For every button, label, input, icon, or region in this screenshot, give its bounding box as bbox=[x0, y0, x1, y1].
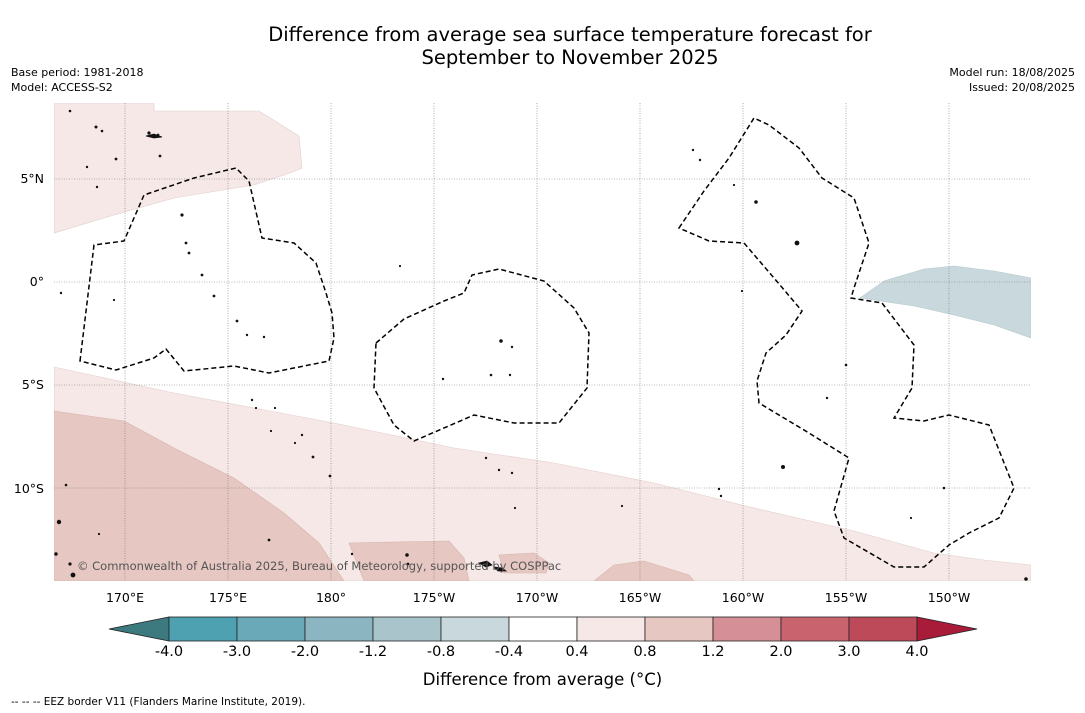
colorbar-tick: -0.4 bbox=[494, 644, 524, 660]
metadata-right: Model run: 18/08/2025 Issued: 20/08/2025 bbox=[949, 65, 1075, 95]
eez-border-tokelau bbox=[373, 268, 590, 442]
anomaly-region-island-warm-3 bbox=[593, 560, 695, 581]
lat-label-0: 0° bbox=[29, 274, 44, 289]
colorbar-label: Difference from average (°C) bbox=[422, 670, 663, 689]
map-title-line1: Difference from average sea surface temp… bbox=[268, 23, 872, 46]
colorbar-tick: -1.2 bbox=[358, 644, 388, 660]
colorbar-bin bbox=[712, 616, 782, 642]
copyright-notice: © Commonwealth of Australia 2025, Bureau… bbox=[77, 559, 562, 573]
colorbar-extend-high bbox=[916, 616, 978, 642]
colorbar-bin bbox=[372, 616, 442, 642]
colorbar-bin bbox=[508, 616, 578, 642]
colorbar-bin bbox=[168, 616, 238, 642]
lon-label-175e: 175°E bbox=[208, 590, 247, 605]
lon-label-180: 180° bbox=[315, 590, 347, 605]
eez-border-line-islands bbox=[677, 117, 1015, 568]
anomaly-region-south-moderate bbox=[54, 410, 345, 581]
colorbar-tick: 4.0 bbox=[905, 644, 929, 660]
colorbar-tick: 0.4 bbox=[565, 644, 589, 660]
lon-label-150w: 150°W bbox=[927, 590, 971, 605]
colorbar-tick: 0.8 bbox=[633, 644, 657, 660]
sst-anomaly-map bbox=[54, 103, 1031, 581]
model-name: Model: ACCESS-S2 bbox=[11, 81, 113, 94]
anomaly-region-north-warm bbox=[54, 103, 303, 234]
metadata-left: Base period: 1981-2018 Model: ACCESS-S2 bbox=[11, 65, 143, 95]
eez-border-kiribati-gilberts bbox=[79, 167, 335, 374]
lat-label-10s: 10°S bbox=[13, 481, 44, 496]
colorbar-extend-low bbox=[108, 616, 170, 642]
base-period: Base period: 1981-2018 bbox=[11, 66, 144, 79]
lat-label-5n: 5°N bbox=[20, 171, 44, 186]
lon-label-165w: 165°W bbox=[618, 590, 662, 605]
model-run: Model run: 18/08/2025 bbox=[949, 66, 1075, 79]
map-title-line2: September to November 2025 bbox=[421, 46, 719, 69]
lon-label-175w: 175°W bbox=[412, 590, 456, 605]
lon-label-160w: 160°W bbox=[721, 590, 765, 605]
colorbar-tick: 3.0 bbox=[837, 644, 861, 660]
colorbar-bin bbox=[576, 616, 646, 642]
eez-footnote: -- -- -- EEZ border V11 (Flanders Marine… bbox=[11, 696, 306, 708]
colorbar-bin bbox=[440, 616, 510, 642]
anomaly-region-island-warm bbox=[348, 540, 470, 581]
colorbar-tick: 1.2 bbox=[701, 644, 725, 660]
anomaly-region-east-cool bbox=[859, 265, 1031, 339]
eez-borders bbox=[79, 117, 1015, 568]
colorbar-tick: -3.0 bbox=[222, 644, 252, 660]
colorbar-tick: -4.0 bbox=[154, 644, 184, 660]
issued-date: Issued: 20/08/2025 bbox=[968, 81, 1075, 94]
colorbar-bin bbox=[304, 616, 374, 642]
graticule bbox=[54, 103, 1031, 581]
colorbar-bin bbox=[780, 616, 850, 642]
colorbar-bin bbox=[644, 616, 714, 642]
lon-label-155w: 155°W bbox=[824, 590, 868, 605]
lon-label-170e: 170°E bbox=[105, 590, 144, 605]
colorbar-bin bbox=[848, 616, 918, 642]
colorbar-tick: 2.0 bbox=[769, 644, 793, 660]
islands bbox=[54, 109, 1028, 581]
lon-label-170w: 170°W bbox=[515, 590, 559, 605]
colorbar-bin bbox=[236, 616, 306, 642]
colorbar-tick: -2.0 bbox=[290, 644, 320, 660]
colorbar-tick: -0.8 bbox=[426, 644, 456, 660]
lat-label-5s: 5°S bbox=[21, 377, 44, 392]
